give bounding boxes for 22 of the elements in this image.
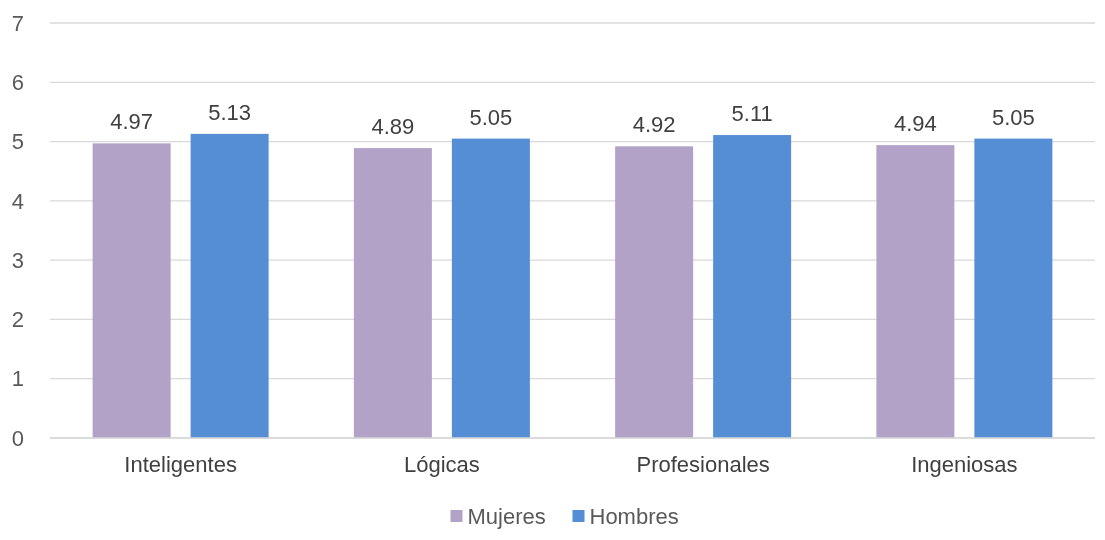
x-tick-label: Profesionales <box>636 452 770 477</box>
legend-label: Hombres <box>589 503 679 529</box>
data-label: 4.92 <box>632 112 676 138</box>
y-tick-label: 1 <box>11 366 24 392</box>
y-tick-label: 0 <box>11 425 24 451</box>
x-tick-label: Lógicas <box>403 452 480 477</box>
y-tick-label: 3 <box>11 247 24 273</box>
y-tick-label: 4 <box>11 188 24 214</box>
data-label: 4.89 <box>371 114 415 140</box>
data-label: 5.11 <box>731 101 773 127</box>
y-tick-label: 6 <box>11 69 24 95</box>
y-tick-label: 7 <box>11 10 24 36</box>
data-label: 5.13 <box>208 99 252 125</box>
data-label: 5.05 <box>991 104 1035 130</box>
data-label: 4.97 <box>110 109 154 135</box>
y-tick-label: 2 <box>11 307 24 333</box>
x-tick-label: Ingeniosas <box>911 452 1018 477</box>
data-label: 4.94 <box>893 111 937 137</box>
y-tick-label: 5 <box>11 129 24 155</box>
legend-label: Mujeres <box>467 503 546 529</box>
data-label: 5.05 <box>469 104 513 130</box>
x-tick-label: Inteligentes <box>124 452 237 477</box>
